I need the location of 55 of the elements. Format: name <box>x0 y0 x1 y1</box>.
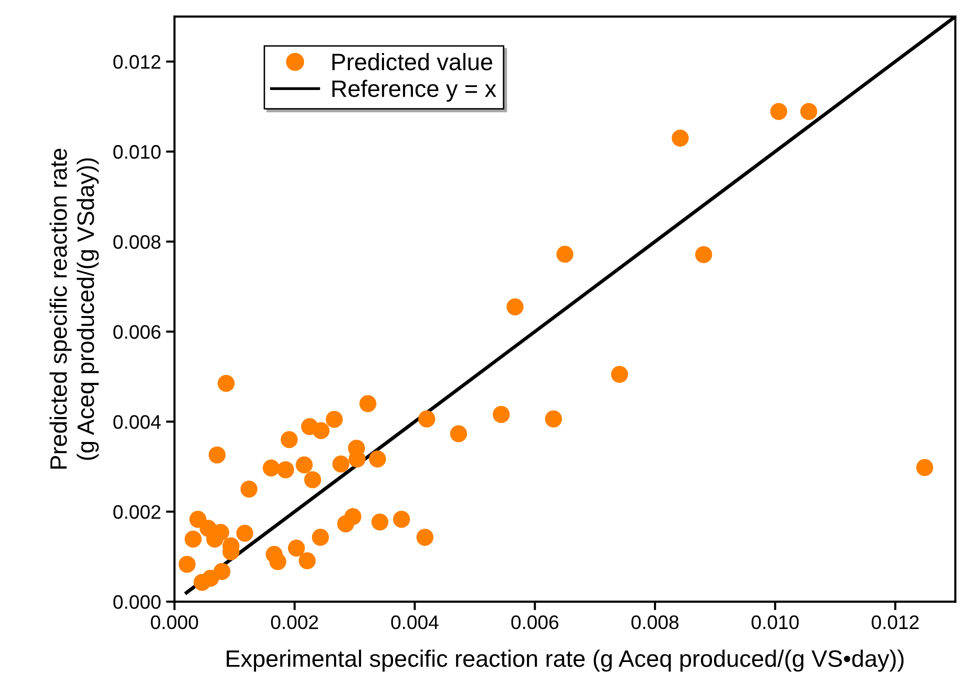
point <box>236 524 254 542</box>
point <box>280 431 298 448</box>
x-tick-label: 0.010 <box>752 615 799 630</box>
legend-label: Reference y = x <box>332 80 496 102</box>
point <box>770 103 788 120</box>
point <box>369 450 386 468</box>
y-tick-label: 0.002 <box>113 505 160 519</box>
x-tick-label: 0.006 <box>511 615 558 630</box>
point <box>916 459 934 476</box>
point <box>218 374 235 392</box>
point <box>288 540 305 557</box>
y-tick-label: 0.008 <box>113 235 160 249</box>
point <box>240 480 258 498</box>
legend-label: Predicted value <box>332 53 492 70</box>
y-tick-label: 0.012 <box>113 55 160 69</box>
point <box>611 366 628 383</box>
point <box>296 456 313 474</box>
point <box>312 422 330 440</box>
point <box>262 460 280 477</box>
point <box>695 246 712 264</box>
y-tick-label: 0.004 <box>113 415 161 429</box>
y-tick-label: 0.010 <box>113 145 161 159</box>
point <box>359 395 376 412</box>
point <box>800 103 818 120</box>
point <box>393 510 410 528</box>
point <box>556 246 574 263</box>
point <box>213 563 230 580</box>
y-tick-label: 0.006 <box>113 325 160 339</box>
x-axis-title: Experimental specific reaction rate (g Aceq produced/(g VS•day)) <box>226 650 904 672</box>
x-tick-label: 0.002 <box>271 615 318 630</box>
point <box>332 455 350 472</box>
point <box>344 508 362 526</box>
point <box>416 528 434 546</box>
point <box>304 471 322 488</box>
point <box>326 410 343 428</box>
y-axis-title: Predicted specific reaction rate (g Aceq produced/(g VSday)) <box>50 148 99 469</box>
point <box>492 406 510 423</box>
point <box>178 556 196 573</box>
point <box>277 461 294 478</box>
y-tick-label: 0.000 <box>113 595 161 609</box>
x-tick-label: 0.000 <box>150 615 198 630</box>
point <box>506 298 524 316</box>
point <box>208 446 226 464</box>
point <box>312 528 329 546</box>
point <box>371 514 388 531</box>
point <box>672 130 689 147</box>
point <box>269 553 286 570</box>
point <box>418 410 436 428</box>
point <box>450 425 468 442</box>
point <box>544 410 562 428</box>
x-tick-label: 0.004 <box>391 615 439 630</box>
point <box>298 552 316 570</box>
point <box>184 530 202 548</box>
x-tick-label: 0.008 <box>631 615 678 630</box>
x-tick-label: 0.012 <box>872 615 919 630</box>
